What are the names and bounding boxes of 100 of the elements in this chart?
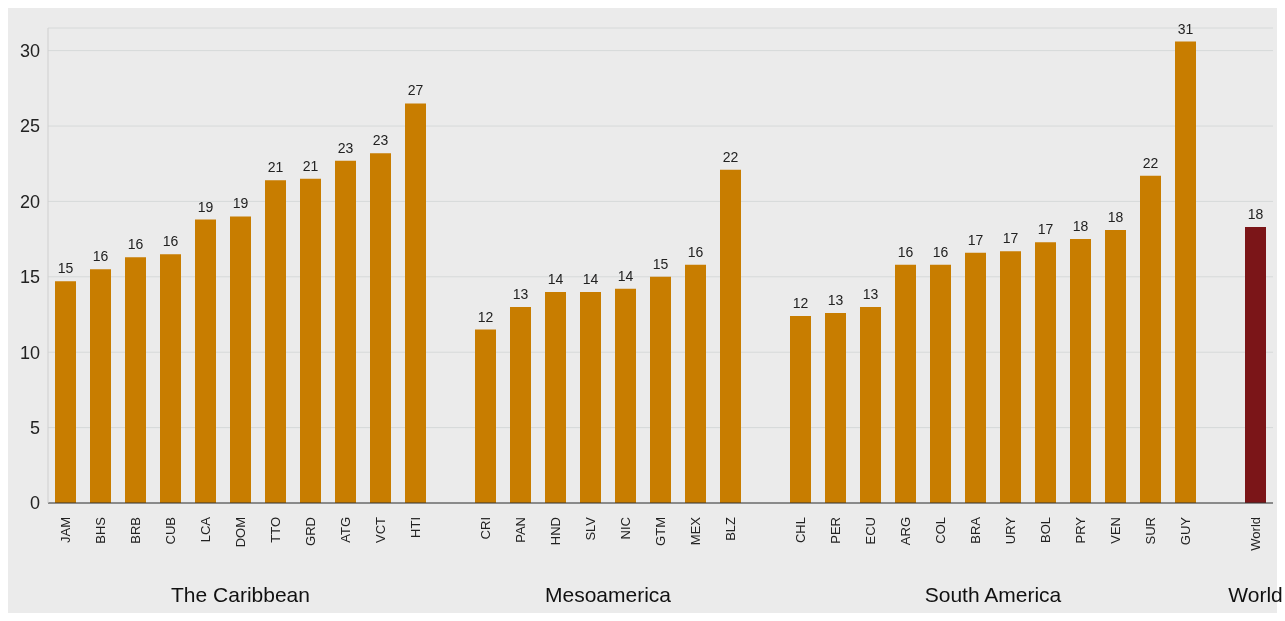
bar: [90, 269, 111, 503]
x-tick-label: BLZ: [723, 516, 738, 541]
x-tick-label: GRD: [303, 517, 318, 546]
data-label: 12: [792, 295, 809, 312]
data-label: 19: [197, 198, 214, 215]
data-label: 14: [582, 270, 599, 287]
data-label: 13: [862, 285, 879, 302]
x-tick-label: World: [1248, 517, 1263, 551]
bar: [405, 103, 426, 503]
y-tick-label: 5: [29, 417, 40, 438]
y-tick-label: 15: [19, 267, 40, 288]
data-label: 18: [1107, 209, 1124, 226]
y-tick-label: 20: [19, 191, 40, 212]
data-label: 16: [127, 236, 144, 253]
text: South America: [924, 583, 1062, 607]
x-tick-label: TTO: [268, 517, 283, 543]
data-label: 15: [652, 255, 669, 272]
y-tick-label: 0: [29, 493, 40, 514]
bar: [825, 313, 846, 503]
data-label: 23: [337, 139, 354, 156]
y-tick-label: 10: [19, 342, 40, 363]
x-tick-label: SLV: [583, 516, 598, 541]
bar: [195, 219, 216, 503]
x-tick-label: DOM: [233, 517, 248, 548]
bar: [580, 291, 601, 503]
bar: [265, 180, 286, 503]
bar: [650, 276, 671, 503]
data-label: 18: [1247, 206, 1264, 223]
bar: [720, 169, 741, 503]
x-tick-label: BHS: [93, 516, 108, 544]
data-label: 13: [827, 292, 844, 308]
bar: [230, 216, 251, 503]
data-label: 21: [302, 157, 319, 174]
bar: [1140, 175, 1161, 503]
x-tick-label: URY: [1003, 516, 1018, 545]
bar: [860, 306, 881, 503]
bar: [335, 160, 356, 503]
bar: [1175, 41, 1196, 503]
data-label: 18: [1072, 218, 1089, 235]
bar: [160, 254, 181, 503]
data-label: 15: [57, 260, 74, 277]
text: World: [1228, 583, 1283, 607]
bar: [300, 178, 321, 503]
data-label: 22: [722, 148, 739, 165]
bar: [895, 264, 916, 503]
data-label: 16: [92, 248, 109, 265]
y-tick-label: 25: [19, 116, 40, 137]
x-tick-label: NIC: [618, 517, 633, 540]
text: Mesoamerica: [544, 583, 672, 607]
x-tick-label: SUR: [1143, 517, 1158, 545]
bar: [685, 264, 706, 503]
data-label: 14: [547, 270, 564, 287]
data-label: 21: [267, 159, 284, 176]
bar: [545, 291, 566, 503]
bar: [1245, 227, 1266, 503]
data-label: 12: [477, 308, 494, 325]
bar: [1070, 239, 1091, 503]
x-tick-label: ARG: [898, 517, 913, 546]
data-label: 16: [932, 243, 949, 260]
data-label: 17: [967, 231, 984, 248]
x-tick-label: JAM: [58, 517, 73, 543]
bar: [790, 316, 811, 503]
x-tick-label: PAN: [513, 517, 528, 543]
bar: [930, 264, 951, 503]
data-label: 16: [897, 243, 914, 260]
x-tick-label: PER: [828, 517, 843, 544]
data-label: 27: [407, 82, 424, 99]
x-tick-label: LCA: [198, 516, 213, 543]
x-tick-label: MEX: [688, 516, 703, 546]
data-label: 16: [687, 243, 704, 260]
data-label: 31: [1177, 20, 1194, 37]
bar: [370, 153, 391, 503]
x-tick-label: VCT: [373, 516, 388, 543]
x-tick-label: ECU: [863, 517, 878, 545]
x-tick-label: HND: [548, 517, 563, 546]
x-tick-label: GTM: [653, 517, 668, 546]
x-tick-label: ATG: [338, 517, 353, 543]
bar: [510, 306, 531, 503]
y-tick-label: 30: [19, 41, 40, 62]
bar: [1105, 230, 1126, 503]
data-label: 17: [1002, 230, 1019, 247]
bar: [965, 252, 986, 503]
x-tick-label: HTI: [408, 517, 423, 538]
x-tick-label: VEN: [1108, 517, 1123, 544]
data-label: 23: [372, 132, 389, 149]
data-label: 19: [232, 195, 249, 212]
x-tick-label: BOL: [1038, 517, 1053, 544]
text: The Caribbean: [171, 583, 310, 607]
x-tick-label: CUB: [163, 517, 178, 545]
data-label: 17: [1037, 221, 1054, 238]
x-tick-label: CHL: [793, 517, 808, 544]
x-tick-label: COL: [933, 517, 948, 544]
bar: [615, 288, 636, 503]
x-tick-label: BRB: [128, 517, 143, 544]
x-tick-label: PRY: [1073, 516, 1088, 544]
data-label: 14: [617, 267, 634, 284]
x-tick-label: CRI: [478, 517, 493, 540]
bar: [475, 329, 496, 503]
data-label: 13: [512, 285, 529, 302]
data-label: 22: [1142, 154, 1159, 171]
